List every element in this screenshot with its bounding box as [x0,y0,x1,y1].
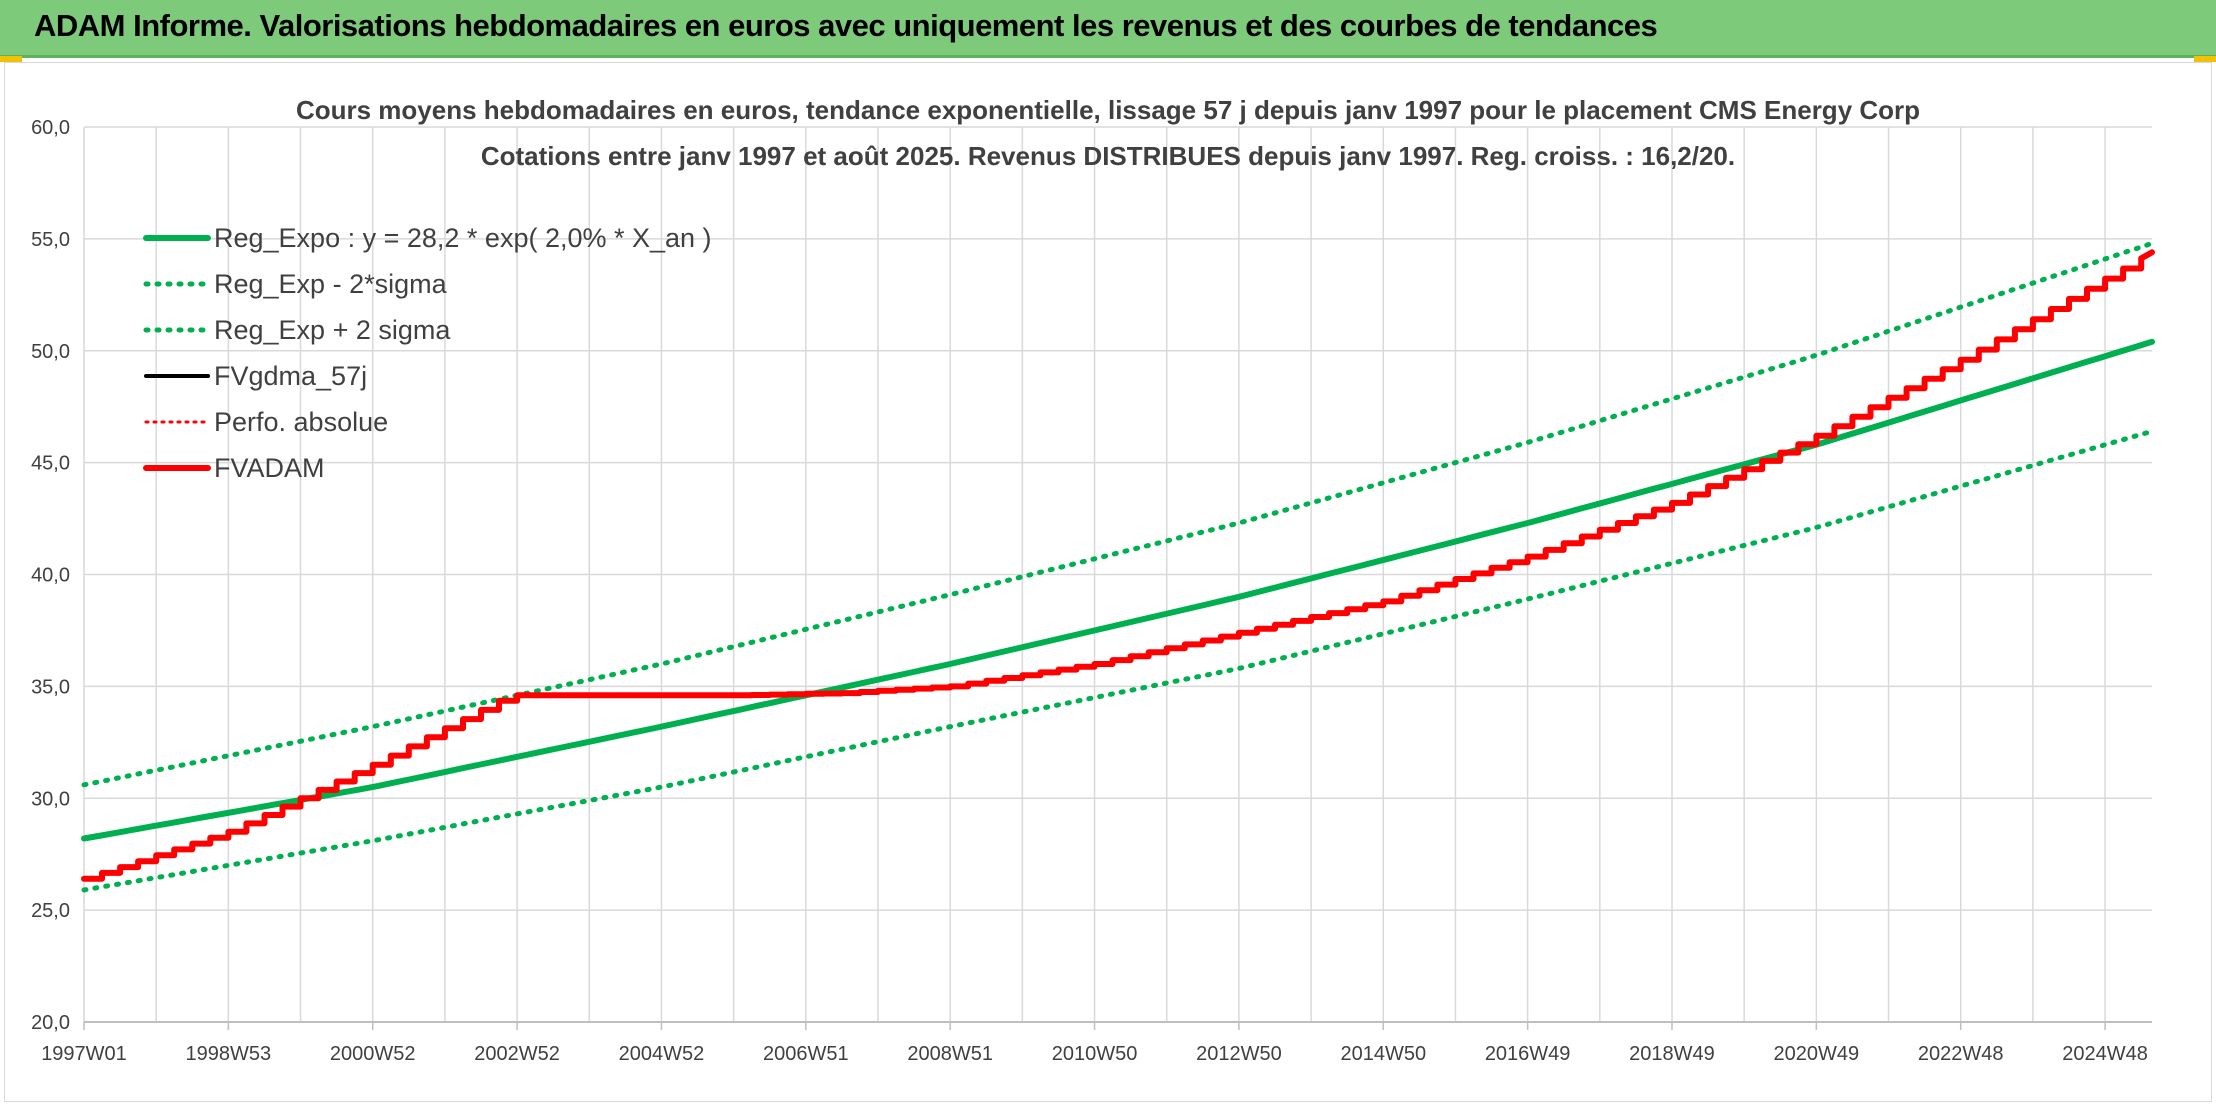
legend-label: Reg_Expo : y = 28,2 * exp( 2,0% * X_an ) [214,223,712,253]
x-tick-label: 2022W48 [1918,1043,2004,1065]
x-tick-label: 2024W48 [2062,1043,2148,1065]
series-line-1 [81,428,2155,893]
x-tick-label: 2014W50 [1340,1043,1426,1065]
x-tick-label: 2010W50 [1052,1043,1138,1065]
x-tick-label: 1997W01 [41,1043,127,1065]
series-line-5 [81,249,2155,882]
legend-label: FVADAM [214,453,325,483]
legend-label: Reg_Exp - 2*sigma [214,269,448,299]
y-tick-label: 25,0 [31,900,70,922]
x-tick-label: 2004W52 [619,1043,705,1065]
report-title: ADAM Informe. Valorisations hebdomadaire… [34,8,1658,43]
x-tick-label: 2002W52 [474,1043,560,1065]
y-tick-label: 45,0 [31,453,70,475]
chart-title: Cours moyens hebdomadaires en euros, ten… [296,95,1920,125]
report-header: ADAM Informe. Valorisations hebdomadaire… [0,0,2216,58]
series-line-2 [81,240,2155,788]
y-tick-label: 20,0 [31,1012,70,1034]
x-tick-label: 2000W52 [330,1043,416,1065]
y-tick-label: 50,0 [31,341,70,363]
y-tick-label: 40,0 [31,565,70,587]
x-tick-label: 2018W49 [1629,1043,1715,1065]
x-tick-label: 2016W49 [1485,1043,1571,1065]
series-line-0 [81,338,2155,842]
legend: Reg_Expo : y = 28,2 * exp( 2,0% * X_an )… [143,223,712,483]
legend-label: Perfo. absolue [214,407,388,437]
y-tick-label: 35,0 [31,676,70,698]
x-axis: 1997W01 1998W53 2000W52 2002W52 2004W52 2006W… [41,1021,2152,1065]
x-tick-label: 2006W51 [763,1043,849,1065]
y-tick-label: 30,0 [31,788,70,810]
y-tick-label: 60,0 [31,117,70,139]
corner-marker-right [2194,56,2216,62]
x-tick-label: 2008W51 [907,1043,993,1065]
corner-marker-left [0,56,22,62]
series-layer [81,240,2155,893]
x-tick-label: 1998W53 [186,1043,272,1065]
chart-subtitle: Cotations entre janv 1997 et août 2025. … [481,141,1735,171]
legend-label: FVgdma_57j [214,361,367,391]
grid [83,126,2152,1023]
y-tick-label: 55,0 [31,229,70,251]
x-tick-label: 2012W50 [1196,1043,1282,1065]
x-tick-label: 2020W49 [1774,1043,1860,1065]
legend-label: Reg_Exp + 2 sigma [214,315,451,345]
y-axis: 20,0 25,0 30,0 35,0 40,0 45,0 50,0 55,0 60,0 [31,117,70,1034]
